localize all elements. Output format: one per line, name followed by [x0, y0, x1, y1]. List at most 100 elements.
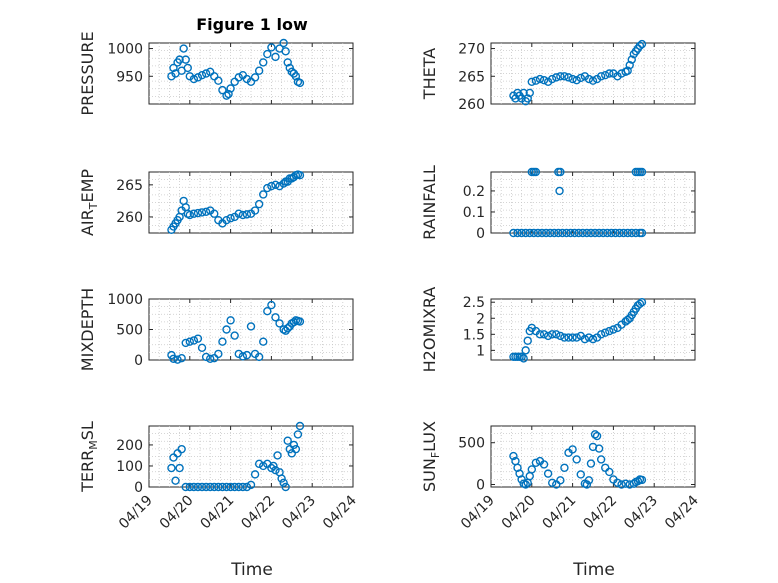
y-axis-label: MIXDEPTH [78, 288, 97, 371]
data-point [570, 228, 579, 238]
data-point [513, 228, 522, 238]
x-tick-label: 04/23 [279, 493, 319, 533]
data-point [273, 451, 282, 460]
data-point [177, 444, 186, 454]
data-point [193, 208, 203, 218]
data-point [539, 330, 549, 339]
x-tick-label: 04/22 [238, 493, 278, 533]
x-tick-label: 04/21 [540, 493, 580, 533]
data-point [267, 300, 276, 310]
subplot-terr-msl: 0 100 200 04/19 04/20 04/21 04/22 04/23 04/24 TER… [78, 421, 360, 532]
y-tick-label: 100 [116, 459, 143, 475]
data-point [250, 206, 260, 215]
data-point [562, 228, 571, 238]
data-point [517, 475, 526, 484]
data-point [242, 350, 252, 360]
data-point [171, 476, 180, 485]
data-point [609, 325, 618, 334]
y-axis-label: TERRMSL [78, 421, 100, 493]
y-axis-label: THETA [420, 48, 439, 100]
data-point [637, 167, 647, 177]
y-tick-label: 950 [116, 69, 143, 85]
data-point [519, 88, 528, 98]
data-point [543, 331, 553, 341]
data-point [633, 476, 643, 486]
y-tick-label: 0 [134, 480, 143, 496]
data-point [558, 228, 567, 238]
data-point [259, 461, 268, 471]
data-point [548, 74, 557, 84]
data-point [283, 436, 292, 445]
data-point [246, 322, 256, 331]
data-point [637, 298, 647, 307]
data-point [566, 228, 575, 238]
data-point [552, 73, 561, 82]
data-point [545, 228, 555, 238]
data-point [169, 354, 178, 363]
data-point [181, 482, 190, 492]
x-tick-label: 04/24 [320, 492, 360, 532]
data-point [189, 209, 199, 218]
data-point [590, 430, 600, 439]
data-point [548, 478, 557, 488]
data-point [230, 482, 239, 492]
data-point [560, 333, 569, 342]
data-point [523, 94, 532, 103]
data-point [277, 474, 286, 483]
data-point [254, 199, 264, 209]
data-point [271, 465, 280, 475]
data-point [603, 228, 612, 238]
data-point [267, 43, 276, 52]
data-point [250, 73, 260, 82]
data-point [259, 337, 268, 346]
data-point [293, 430, 303, 439]
data-point [556, 476, 565, 485]
data-point [238, 210, 248, 220]
data-point [283, 58, 292, 67]
data-point [596, 72, 606, 81]
data-point [539, 460, 549, 469]
data-point [246, 480, 256, 490]
y-tick-label: 260 [458, 97, 485, 113]
x-tick-label: 04/24 [662, 492, 702, 532]
x-tick-label: 04/22 [580, 493, 620, 533]
data-point [226, 316, 235, 325]
y-tick-label: 0 [476, 477, 485, 493]
data-point [578, 228, 587, 238]
data-point [267, 181, 276, 191]
data-point [619, 228, 628, 238]
data-point [181, 55, 190, 64]
data-point [201, 207, 211, 217]
data-point [517, 228, 526, 238]
data-point [537, 228, 547, 238]
data-point [568, 333, 577, 342]
data-point [234, 482, 243, 492]
data-point [230, 331, 239, 340]
data-point [181, 338, 190, 348]
subplot-h2omixra: 11.522.5 H2OMIXRA [420, 287, 696, 373]
data-point [238, 352, 248, 361]
y-tick-label: 260 [116, 210, 143, 226]
data-point [214, 349, 223, 359]
x-axis-label-left: Time [230, 560, 273, 580]
y-tick-label: 1.5 [463, 327, 485, 343]
data-point [234, 73, 243, 82]
y-tick-label: 200 [116, 438, 143, 454]
data-point [564, 73, 573, 82]
data-point [222, 482, 231, 492]
data-point [283, 324, 292, 333]
data-point [550, 228, 559, 238]
data-point [556, 72, 565, 81]
data-point [279, 478, 288, 487]
data-point [175, 463, 184, 473]
data-point [521, 228, 530, 238]
subplot-pressure: 950 1000 PRESSURE [78, 31, 354, 116]
data-point [267, 463, 276, 473]
data-point [568, 74, 577, 84]
y-axis-label: RAINFALL [420, 165, 439, 240]
data-point [259, 58, 268, 67]
data-point [295, 171, 305, 180]
y-axis-label: H2OMIXRA [420, 287, 439, 373]
data-point [576, 73, 585, 83]
